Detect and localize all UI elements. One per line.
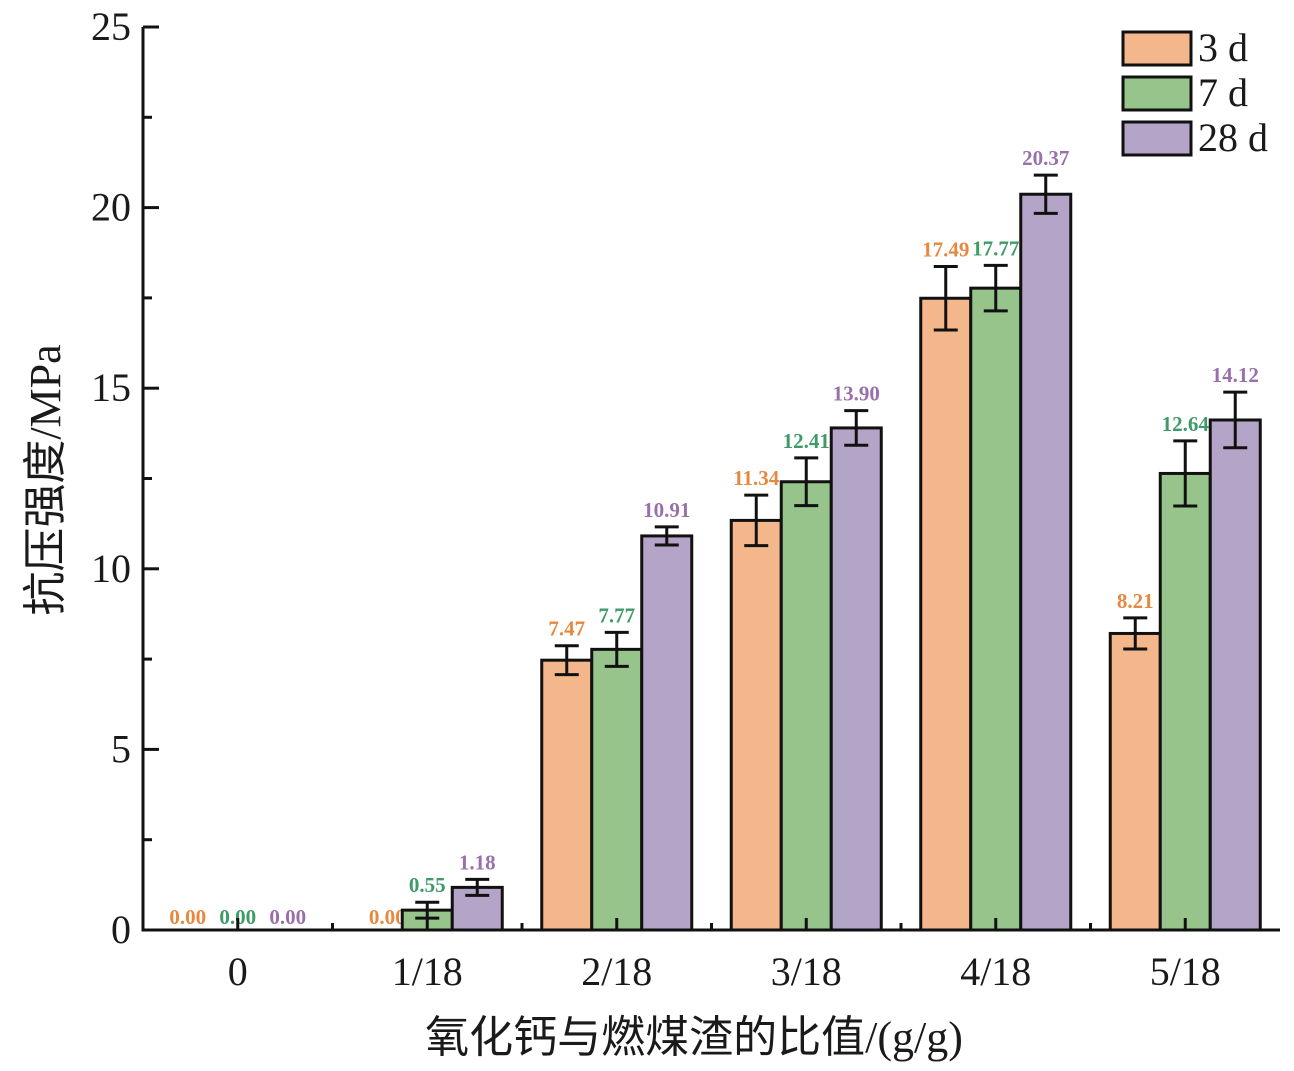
legend-swatch — [1121, 120, 1193, 157]
bar — [590, 647, 644, 932]
axes-layer: 0 1/18 2/18 3/18 4/18 5/18 0 5 10 15 20 25 — [91, 4, 1280, 994]
data-label: 14.12 — [1212, 363, 1259, 387]
data-label: 13.90 — [833, 382, 880, 406]
x-tick-label: 4/18 — [960, 949, 1031, 994]
bar — [1208, 418, 1262, 932]
x-tick-label: 2/18 — [581, 949, 652, 994]
data-label: 10.91 — [643, 498, 690, 522]
legend-label: 7 d — [1198, 70, 1248, 115]
y-tick-label: 5 — [111, 726, 131, 771]
x-tick-label: 1/18 — [392, 949, 463, 994]
bar — [1019, 192, 1073, 932]
legend-label: 28 d — [1198, 115, 1268, 160]
bar — [969, 286, 1023, 932]
data-label: 17.49 — [922, 237, 969, 261]
bar — [729, 518, 783, 932]
bar — [829, 426, 883, 932]
y-axis-title: 抗压强度/MPa — [21, 344, 70, 615]
bar — [919, 296, 973, 932]
data-label: 12.64 — [1162, 412, 1210, 436]
data-label: 0.00 — [169, 905, 206, 929]
data-label: 0.00 — [369, 905, 406, 929]
data-label: 7.47 — [548, 617, 585, 641]
legend-swatch — [1121, 75, 1193, 112]
legend-swatch — [1121, 30, 1193, 67]
data-label: 17.77 — [972, 236, 1019, 260]
bars-layer: 0.00 0.00 0.00 0.000.551.187.477.7710.9111.… — [169, 146, 1262, 932]
data-label: 0.55 — [409, 873, 446, 897]
bar — [640, 534, 694, 932]
y-tick-label: 0 — [111, 907, 131, 952]
bar — [1158, 471, 1212, 932]
legend-label: 3 d — [1198, 25, 1248, 70]
data-label: 8.21 — [1117, 589, 1154, 613]
x-tick-label: 0 — [228, 949, 248, 994]
y-tick-label: 10 — [91, 546, 131, 591]
bar — [1108, 631, 1162, 932]
data-label: 7.77 — [598, 603, 635, 627]
y-tick-label: 20 — [91, 185, 131, 230]
y-tick-label: 15 — [91, 365, 131, 410]
legend: 3 d7 d28 d — [1121, 25, 1268, 160]
y-tick-label: 25 — [91, 4, 131, 49]
data-label: 12.41 — [783, 429, 830, 453]
data-label: 11.34 — [733, 466, 780, 490]
data-label: 1.18 — [459, 850, 496, 874]
bar — [779, 480, 833, 932]
bar — [540, 658, 594, 932]
x-tick-label: 3/18 — [771, 949, 842, 994]
x-tick-label: 5/18 — [1150, 949, 1221, 994]
data-label: 0.00 — [269, 905, 306, 929]
x-axis-title: 氧化钙与燃煤渣的比值/(g/g) — [425, 1013, 963, 1062]
data-label: 20.37 — [1022, 146, 1069, 170]
